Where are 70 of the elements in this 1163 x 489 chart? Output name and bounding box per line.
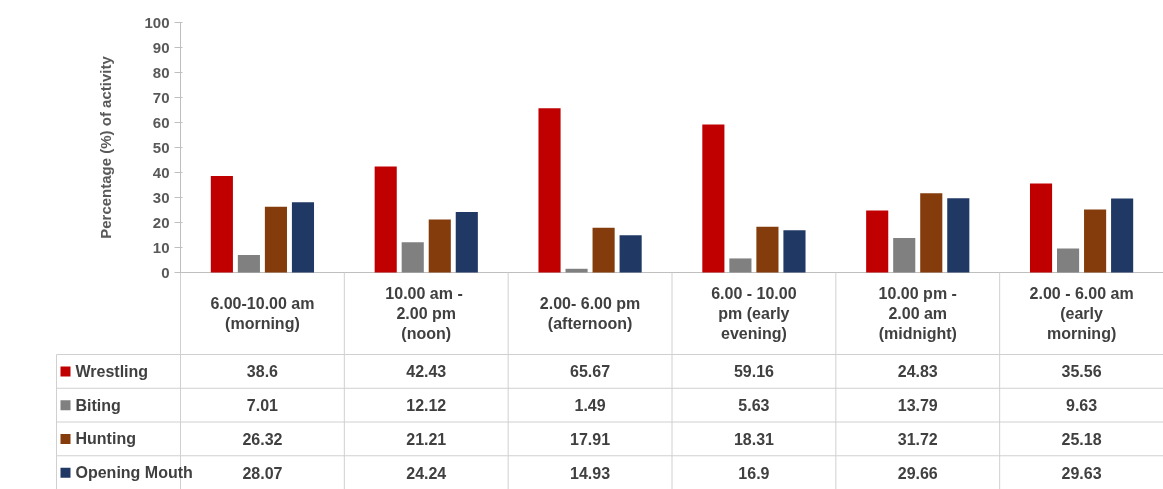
bar bbox=[237, 254, 260, 273]
data-label: 28.07 bbox=[242, 464, 283, 482]
y-tick-label: 80 bbox=[152, 63, 170, 81]
x-tick-label: 10.00 pm - 2.00 am (midnight) bbox=[878, 284, 957, 343]
y-tick-label: 70 bbox=[152, 88, 170, 106]
bar bbox=[1084, 209, 1107, 273]
y-tick-label: 90 bbox=[152, 38, 170, 56]
data-label: 7.01 bbox=[246, 397, 279, 415]
data-label: 38.6 bbox=[246, 363, 279, 381]
y-axis-title: Percentage (%) of activity bbox=[97, 55, 114, 239]
bar bbox=[428, 219, 451, 273]
bar bbox=[592, 227, 615, 273]
bar bbox=[893, 238, 916, 273]
bar bbox=[783, 230, 806, 273]
bar bbox=[947, 198, 970, 273]
data-label: 29.66 bbox=[897, 464, 938, 482]
bar bbox=[756, 226, 779, 273]
legend-label: Hunting bbox=[75, 430, 136, 448]
data-label: 5.63 bbox=[738, 397, 770, 415]
bar bbox=[1111, 198, 1134, 273]
data-label: 25.18 bbox=[1061, 430, 1102, 448]
data-label: 31.72 bbox=[897, 430, 938, 448]
bar bbox=[702, 124, 725, 273]
bar bbox=[210, 176, 233, 273]
data-label: 24.83 bbox=[897, 363, 938, 381]
data-label: 29.63 bbox=[1061, 464, 1102, 482]
data-label: 9.63 bbox=[1066, 397, 1098, 415]
x-tick-label: 6.00 - 10.00 pm (early evening) bbox=[711, 284, 797, 343]
bar bbox=[1057, 248, 1080, 273]
x-tick-label: 2.00- 6.00 pm (afternoon) bbox=[539, 294, 641, 333]
legend-label: Biting bbox=[75, 396, 121, 414]
data-label: 21.21 bbox=[406, 430, 447, 448]
y-tick-label: 0 bbox=[161, 263, 170, 281]
legend-label: Wrestling bbox=[75, 362, 149, 380]
bar bbox=[455, 211, 478, 273]
data-label: 65.67 bbox=[570, 363, 611, 381]
x-tick-label: 10.00 am - 2.00 pm (noon) bbox=[385, 284, 463, 343]
bar bbox=[729, 258, 752, 273]
bar bbox=[565, 268, 588, 273]
legend-label: Opening Mouth bbox=[75, 464, 193, 482]
data-label: 13.79 bbox=[897, 397, 938, 415]
data-label: 42.43 bbox=[406, 363, 447, 381]
bar bbox=[291, 202, 315, 273]
y-tick-label: 100 bbox=[144, 13, 170, 31]
bar bbox=[619, 235, 642, 273]
data-label: 24.24 bbox=[406, 464, 447, 482]
x-tick-label: 2.00 - 6.00 am (early morning) bbox=[1029, 284, 1134, 343]
data-label: 59.16 bbox=[733, 363, 775, 381]
bar bbox=[920, 193, 943, 273]
data-label: 26.32 bbox=[242, 430, 283, 448]
bar bbox=[538, 108, 561, 273]
data-label: 12.12 bbox=[406, 397, 447, 415]
bar bbox=[1029, 183, 1053, 273]
y-tick-label: 60 bbox=[152, 113, 170, 131]
bar bbox=[401, 242, 424, 273]
y-tick-label: 10 bbox=[152, 238, 170, 256]
data-label: 1.49 bbox=[574, 397, 606, 415]
y-tick-label: 50 bbox=[152, 138, 170, 156]
bar bbox=[374, 166, 397, 273]
data-label: 35.56 bbox=[1061, 363, 1102, 381]
y-tick-label: 30 bbox=[152, 188, 170, 206]
data-label: 16.9 bbox=[738, 464, 770, 482]
data-label: 18.31 bbox=[733, 430, 775, 448]
y-tick-label: 40 bbox=[152, 163, 170, 181]
bar bbox=[264, 206, 287, 273]
bar bbox=[866, 210, 889, 273]
y-tick-label: 20 bbox=[152, 213, 170, 231]
data-label: 14.93 bbox=[570, 464, 611, 482]
x-tick-label: 6.00-10.00 am (morning) bbox=[210, 294, 315, 333]
data-label: 17.91 bbox=[570, 430, 611, 448]
